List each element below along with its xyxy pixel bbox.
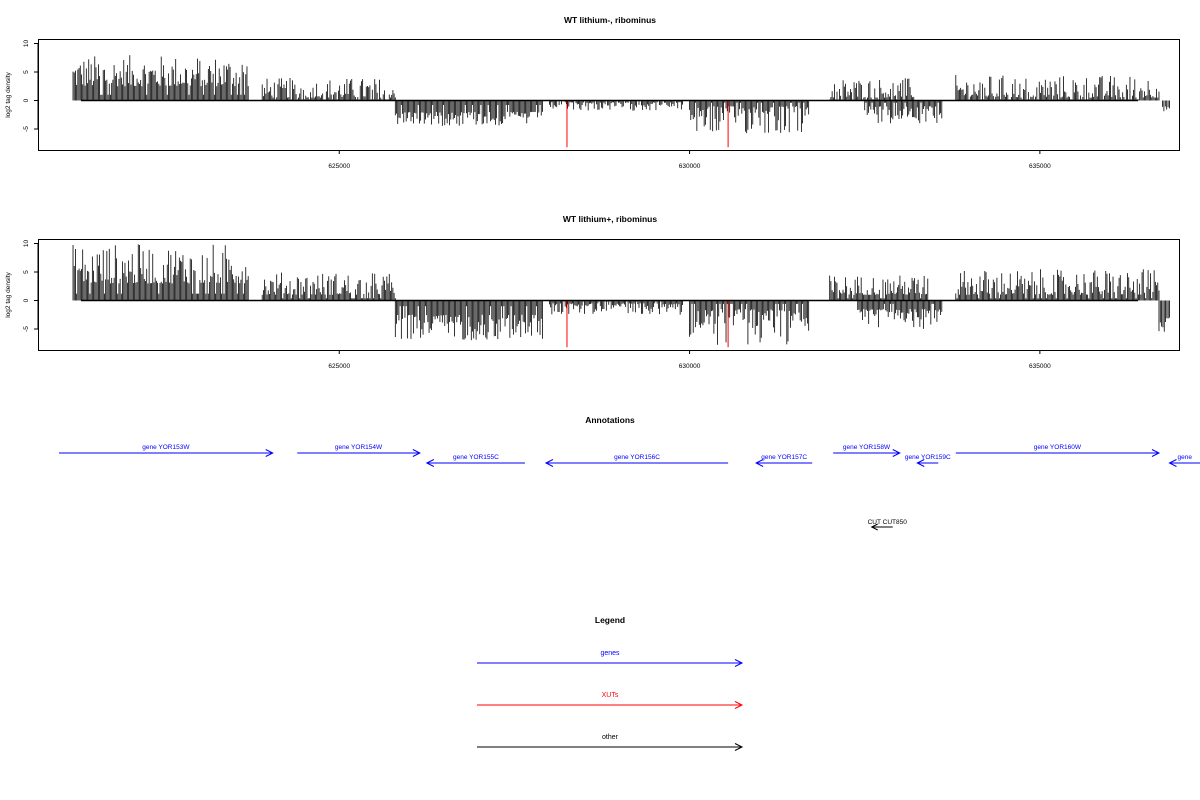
x-tick-label: 625000 — [328, 363, 350, 370]
arrow-head — [1168, 459, 1177, 467]
legend-items: genes XUTs other — [477, 650, 744, 751]
legend-label: genes — [600, 650, 620, 657]
other-label: CUT CUT850 — [868, 519, 908, 526]
gene-label: gene YOR157C — [761, 454, 807, 461]
y-axis-label: log2 tag density — [5, 271, 12, 317]
bars-group — [72, 55, 1170, 134]
gene-annotation: gene — [1168, 454, 1200, 467]
gene-annotation: gene YOR153W — [59, 444, 274, 457]
gene-annotation: gene YOR159C — [905, 454, 951, 467]
legend-title: Legend — [595, 615, 625, 625]
gene-label: gene YOR156C — [614, 454, 660, 461]
gene-label: gene YOR160W — [1034, 444, 1082, 451]
y-tick-label: 10 — [23, 40, 30, 48]
legend-label: other — [602, 734, 619, 741]
annotations-track: Annotations gene YOR153W gene YOR154Wgene… — [59, 415, 1200, 531]
gene-arrows: gene YOR153W gene YOR154W gene YOR155C gene… — [59, 444, 1200, 467]
gene-label: gene YOR154W — [335, 444, 383, 451]
arrow-head — [870, 523, 878, 531]
x-tick-label: 635000 — [1029, 363, 1051, 370]
arrow-head — [1151, 449, 1161, 457]
other-arrows: CUT CUT850 — [868, 519, 908, 531]
arrow-head — [755, 459, 764, 467]
arrow-head — [425, 459, 435, 467]
gene-annotation: gene YOR154W — [297, 444, 421, 457]
y-tick-label: -5 — [23, 326, 30, 332]
gene-label: gene YOR155C — [453, 454, 499, 461]
y-tick-label: 5 — [23, 70, 30, 74]
gene-annotation: gene YOR156C — [544, 454, 729, 467]
arrow-head — [734, 701, 744, 709]
other-annotation: CUT CUT850 — [868, 519, 908, 531]
gene-label: gene YOR153W — [142, 444, 190, 451]
y-axis: -5 0 5 10 — [23, 40, 39, 132]
arrow-head — [734, 743, 744, 751]
legend-item: XUTs — [477, 692, 744, 709]
panel-lithium-minus: WT lithium-, ribominus log2 tag density … — [5, 15, 1180, 170]
gene-annotation: gene YOR155C — [425, 454, 525, 467]
y-axis: -5 0 5 10 — [23, 240, 39, 332]
arrow-head — [892, 449, 901, 457]
panel-lithium-plus: WT lithium+, ribominus log2 tag density … — [5, 214, 1180, 370]
x-tick-label: 630000 — [679, 363, 701, 370]
y-tick-label: 5 — [23, 270, 30, 274]
legend-label: XUTs — [602, 692, 619, 699]
x-tick-label: 630000 — [679, 163, 701, 170]
arrow-head — [412, 449, 421, 457]
legend: Legend genes XUTs other — [477, 615, 744, 751]
y-tick-label: -5 — [23, 126, 30, 132]
arrow-head — [544, 459, 554, 467]
legend-item: other — [477, 734, 744, 751]
gene-label: gene YOR158W — [843, 444, 891, 451]
arrow-head — [265, 449, 274, 457]
x-tick-label: 635000 — [1029, 163, 1051, 170]
arrow-head — [734, 659, 744, 667]
gene-label: gene — [1178, 454, 1193, 461]
y-axis-label: log2 tag density — [5, 71, 12, 117]
highlight-lines — [566, 300, 729, 348]
gene-annotation: gene YOR160W — [955, 444, 1161, 457]
y-tick-label: 10 — [23, 240, 30, 248]
bars-group — [72, 244, 1170, 345]
x-axis: 625000 630000 635000 — [328, 350, 1051, 370]
x-tick-label: 625000 — [328, 163, 350, 170]
highlight-lines — [566, 100, 729, 148]
annotations-title: Annotations — [585, 415, 635, 425]
x-axis: 625000 630000 635000 — [328, 150, 1051, 170]
legend-item: genes — [477, 650, 744, 667]
arrow-head — [916, 459, 925, 467]
gene-annotation: gene YOR157C — [755, 454, 813, 467]
panel-title: WT lithium-, ribominus — [564, 15, 656, 25]
y-tick-label: 0 — [23, 98, 30, 102]
gene-label: gene YOR159C — [905, 454, 951, 461]
y-tick-label: 0 — [23, 298, 30, 302]
gene-annotation: gene YOR158W — [833, 444, 901, 457]
panel-title: WT lithium+, ribominus — [563, 214, 657, 224]
